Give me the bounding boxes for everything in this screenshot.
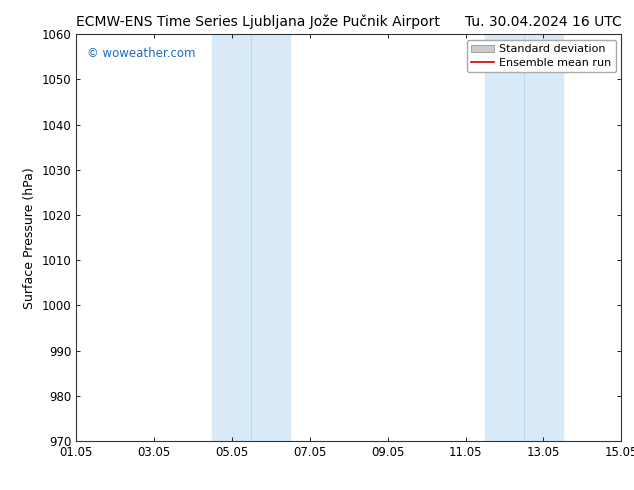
Legend: Standard deviation, Ensemble mean run: Standard deviation, Ensemble mean run [467,40,616,72]
Text: Tu. 30.04.2024 16 UTC: Tu. 30.04.2024 16 UTC [465,15,621,29]
Text: ECMW-ENS Time Series Ljubljana Jože Pučnik Airport: ECMW-ENS Time Series Ljubljana Jože Pučn… [76,15,440,29]
Text: © woweather.com: © woweather.com [87,47,195,59]
Y-axis label: Surface Pressure (hPa): Surface Pressure (hPa) [23,167,36,309]
Bar [212,34,290,441]
Bar [485,34,563,441]
